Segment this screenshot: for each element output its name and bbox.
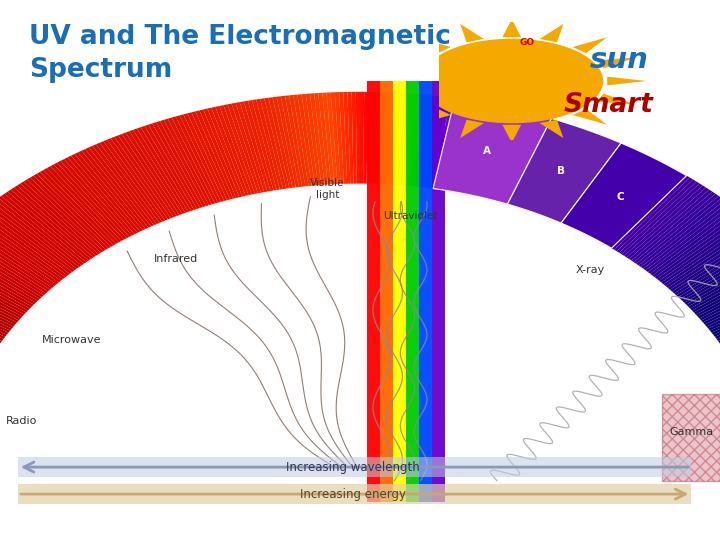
Polygon shape: [503, 125, 521, 143]
Text: Increasing energy: Increasing energy: [300, 488, 406, 501]
Text: Radio: Radio: [6, 416, 37, 426]
Polygon shape: [607, 77, 647, 85]
Polygon shape: [503, 19, 521, 37]
Text: GO: GO: [520, 38, 535, 48]
Polygon shape: [508, 118, 621, 223]
Polygon shape: [377, 77, 416, 85]
Polygon shape: [387, 57, 427, 68]
Polygon shape: [367, 81, 380, 502]
Polygon shape: [561, 143, 687, 248]
Polygon shape: [406, 81, 419, 502]
Polygon shape: [18, 457, 691, 477]
Text: Microwave: Microwave: [42, 335, 102, 345]
Polygon shape: [419, 81, 432, 502]
Polygon shape: [433, 98, 552, 204]
Text: sun: sun: [590, 45, 649, 73]
Polygon shape: [596, 94, 636, 105]
Polygon shape: [539, 24, 563, 42]
Text: Gamma: Gamma: [669, 427, 714, 437]
Text: C: C: [617, 192, 624, 202]
Polygon shape: [432, 81, 445, 502]
Polygon shape: [572, 37, 607, 53]
Text: Ultraviolet: Ultraviolet: [383, 211, 438, 221]
Text: Infrared: Infrared: [154, 254, 199, 264]
Polygon shape: [18, 484, 691, 504]
Polygon shape: [539, 120, 563, 138]
Polygon shape: [416, 37, 451, 53]
Polygon shape: [460, 120, 484, 138]
Text: A: A: [483, 146, 491, 156]
Polygon shape: [572, 109, 607, 125]
Text: Smart: Smart: [564, 92, 654, 118]
Polygon shape: [662, 394, 720, 481]
Polygon shape: [380, 81, 393, 502]
Text: Spectrum: Spectrum: [29, 57, 172, 83]
Text: B: B: [557, 166, 564, 177]
Text: Visible
light: Visible light: [310, 178, 345, 200]
Polygon shape: [596, 57, 636, 68]
Text: X-ray: X-ray: [576, 265, 605, 275]
Text: Increasing wavelength: Increasing wavelength: [286, 461, 420, 474]
Polygon shape: [460, 24, 484, 42]
Polygon shape: [416, 109, 451, 125]
Text: UV and The Electromagnetic: UV and The Electromagnetic: [29, 24, 451, 50]
Polygon shape: [393, 81, 406, 502]
Polygon shape: [387, 94, 427, 105]
Circle shape: [421, 39, 603, 123]
